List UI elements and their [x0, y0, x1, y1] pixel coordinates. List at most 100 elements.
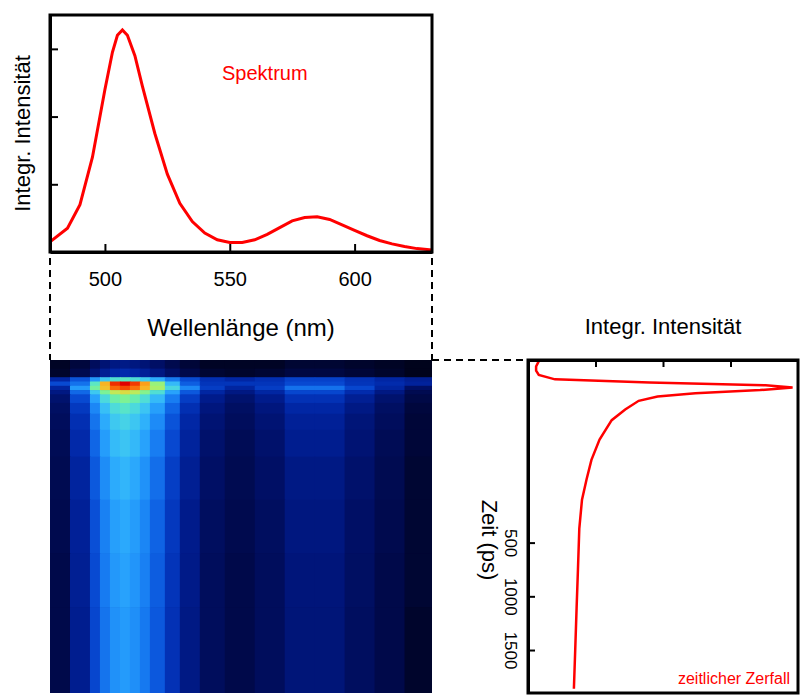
- heatmap-cell: [315, 394, 346, 403]
- heatmap-cell: [140, 386, 151, 391]
- heatmap-cell: [315, 369, 346, 378]
- tick-mark: [229, 244, 231, 252]
- heatmap-cell: [90, 403, 101, 414]
- heatmap-cell: [200, 377, 226, 382]
- tick-mark: [730, 360, 732, 367]
- heatmap-cell: [70, 500, 91, 554]
- heatmap: [50, 360, 432, 693]
- heatmap-cell: [405, 403, 432, 414]
- heatmap-cell: [150, 553, 166, 607]
- heatmap-cell: [70, 457, 91, 501]
- figure: 500550600SpektrumWellenlänge (nm)Integr.…: [0, 0, 803, 695]
- guide-line: [49, 258, 51, 360]
- heatmap-cell: [375, 553, 406, 607]
- tick: [50, 184, 58, 185]
- heatmap-cell: [90, 457, 101, 501]
- heatmap-cell: [255, 414, 286, 431]
- heatmap-cell: [345, 553, 376, 607]
- heatmap-cell: [90, 360, 101, 369]
- heatmap-cell: [100, 390, 111, 395]
- tick-label: 600: [338, 268, 371, 290]
- heatmap-cell: [110, 377, 121, 382]
- heatmap-cell: [255, 403, 286, 414]
- heatmap-cell: [130, 377, 141, 382]
- heatmap-cell: [100, 430, 111, 457]
- heatmap-cell: [70, 369, 91, 378]
- heatmap-cell: [345, 360, 376, 369]
- heatmap-cell: [110, 360, 121, 369]
- heatmap-cell: [200, 369, 226, 378]
- heatmap-cell: [70, 386, 91, 391]
- tick-label: 500: [89, 268, 122, 290]
- heatmap-cell: [100, 403, 111, 414]
- heatmap-cell: [200, 430, 226, 457]
- heatmap-cell: [100, 360, 111, 369]
- heatmap-cell: [120, 414, 131, 431]
- heatmap-cell: [405, 360, 432, 369]
- heatmap-cell: [140, 394, 151, 403]
- heatmap-cell: [150, 430, 166, 457]
- heatmap-cell: [255, 457, 286, 501]
- heatmap-cell: [165, 377, 181, 382]
- heatmap-cell: [225, 369, 256, 378]
- heatmap-cell: [225, 390, 256, 395]
- heatmap-cell: [130, 500, 141, 554]
- heatmap-cell: [165, 457, 181, 501]
- heatmap-cell: [200, 381, 226, 386]
- heatmap-cell: [110, 381, 121, 386]
- heatmap-cell: [165, 386, 181, 391]
- heatmap-cell: [375, 390, 406, 395]
- heatmap-cell: [405, 390, 432, 395]
- heatmap-cell: [375, 414, 406, 431]
- heatmap-cell: [200, 360, 226, 369]
- tick: [596, 360, 597, 367]
- heatmap-cell: [200, 403, 226, 414]
- heatmap-cell: [70, 414, 91, 431]
- heatmap-cell: [50, 553, 71, 607]
- heatmap-cell: [130, 390, 141, 395]
- time-axis: 50010001500: [501, 361, 535, 694]
- heatmap-cell: [150, 414, 166, 431]
- tick-label: 1500: [501, 632, 520, 670]
- tick-mark: [354, 244, 356, 252]
- heatmap-cell: [130, 381, 141, 386]
- heatmap-cell: [100, 381, 111, 386]
- heatmap-cell: [150, 500, 166, 554]
- heatmap-cell: [375, 381, 406, 386]
- heatmap-background: [50, 360, 432, 693]
- heatmap-cell: [150, 403, 166, 414]
- time-axis-title: Zeit (ps): [477, 500, 502, 581]
- heatmap-cell: [345, 381, 376, 386]
- heatmap-cell: [375, 430, 406, 457]
- heatmap-cell: [345, 457, 376, 501]
- heatmap-cell: [110, 369, 121, 378]
- heatmap-cell: [200, 386, 226, 391]
- axis-line: [527, 361, 530, 694]
- heatmap-cell: [50, 377, 71, 382]
- heatmap-cell: [255, 381, 286, 386]
- tick-label: 550: [214, 268, 247, 290]
- heatmap-cell: [345, 377, 376, 382]
- tick: 550: [214, 244, 247, 290]
- heatmap-cell: [70, 394, 91, 403]
- heatmap-cell: [130, 430, 141, 457]
- heatmap-cell: [140, 381, 151, 386]
- heatmap-cell: [405, 500, 432, 554]
- heatmap-cell: [315, 430, 346, 457]
- annotation: zeitlicher Zerfall: [678, 670, 790, 687]
- x-axis: 500 550 600: [51, 244, 433, 290]
- heatmap-cell: [110, 390, 121, 395]
- heatmap-cell: [120, 369, 131, 378]
- x-axis-title: Wellenlänge (nm): [147, 314, 335, 341]
- heatmap-cell: [120, 457, 131, 501]
- heatmap-cell: [375, 607, 406, 693]
- heatmap-cell: [180, 414, 201, 431]
- heatmap-cell: [285, 369, 316, 378]
- tick: 500: [89, 244, 122, 290]
- heatmap-cell: [180, 377, 201, 382]
- heatmap-cell: [165, 414, 181, 431]
- heatmap-cell: [255, 500, 286, 554]
- heatmap-cell: [70, 403, 91, 414]
- plot-area: [50, 30, 432, 250]
- annotation: Spektrum: [222, 62, 308, 84]
